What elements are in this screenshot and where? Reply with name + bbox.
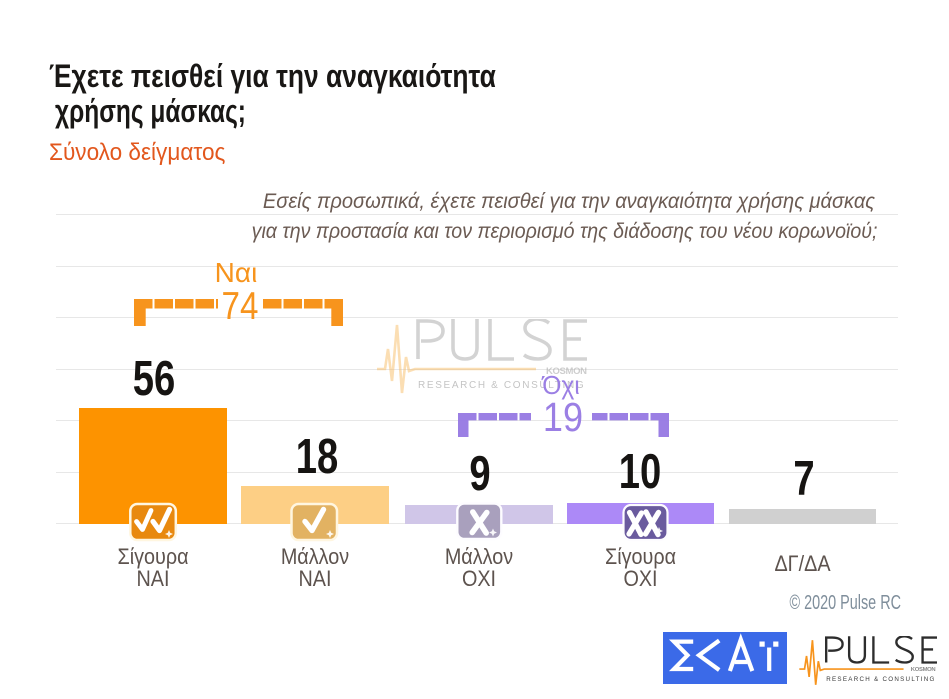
svg-text:KOSMON: KOSMON — [911, 667, 936, 673]
svg-text:RESEARCH & CONSULTING: RESEARCH & CONSULTING — [826, 676, 936, 683]
svg-text:KOSMON: KOSMON — [546, 366, 587, 377]
svg-text:RESEARCH & CONSULTING: RESEARCH & CONSULTING — [418, 380, 587, 391]
